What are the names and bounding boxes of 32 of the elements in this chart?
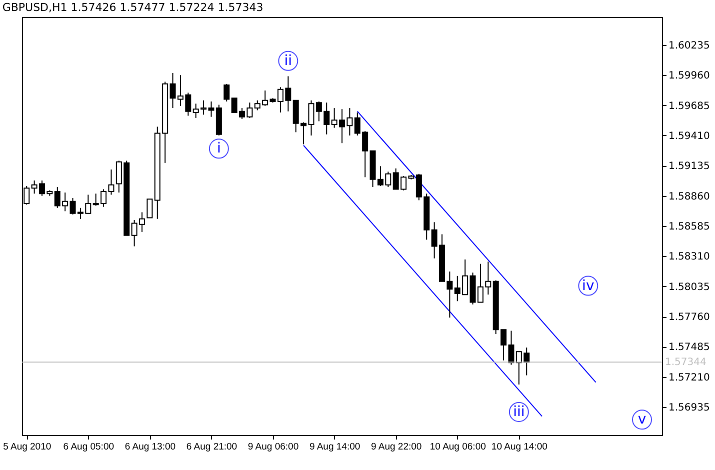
x-tick-label: 6 Aug 13:00 (124, 442, 176, 452)
y-tick-label: 1.58310 (668, 252, 710, 263)
y-tick-label: 1.57485 (668, 342, 710, 354)
data-label: iv (582, 278, 594, 294)
point (208, 138, 229, 159)
data-label: ii (284, 52, 292, 69)
x-tick-label: 10 Aug 06:00 (430, 442, 486, 452)
data-label: v (638, 412, 646, 428)
x-tick-label: 6 Aug 21:00 (186, 442, 238, 452)
y-tick-label: 1.57210 (668, 372, 710, 384)
x-tick-label: 9 Aug 14:00 (309, 442, 360, 452)
ref-line-label: 1.57344 (665, 357, 706, 368)
x-tick-label: 10 Aug 14:00 (491, 442, 548, 452)
y-tick-label: 1.59685 (668, 100, 710, 112)
y-tick-label: 1.60235 (668, 40, 710, 52)
y-tick-label: 1.58585 (668, 222, 710, 232)
y-tick-label: 1.59135 (668, 161, 710, 172)
data-label: i (216, 140, 221, 157)
candlestick (224, 83, 230, 102)
chart-title: GBPUSD,H1 1.57426 1.57477 1.57224 1.57343 (2, 1, 264, 14)
candlestick (146, 198, 153, 218)
y-tick-label: 1.59410 (668, 130, 710, 142)
y-tick-label: 1.56935 (668, 402, 710, 414)
x-tick-label: 5 Aug 2010 (3, 442, 52, 452)
y-tick-label: 1.59960 (668, 70, 710, 82)
x-tick-label: 9 Aug 06:00 (248, 442, 299, 452)
y-tick-label: 1.57760 (668, 312, 710, 324)
data-label: iii (513, 404, 525, 420)
y-tick-label: 1.58860 (668, 191, 710, 202)
x-tick-label: 6 Aug 05:00 (63, 442, 114, 452)
x-tick-label: 9 Aug 22:00 (370, 442, 422, 452)
y-tick-label: 1.58035 (668, 282, 710, 293)
